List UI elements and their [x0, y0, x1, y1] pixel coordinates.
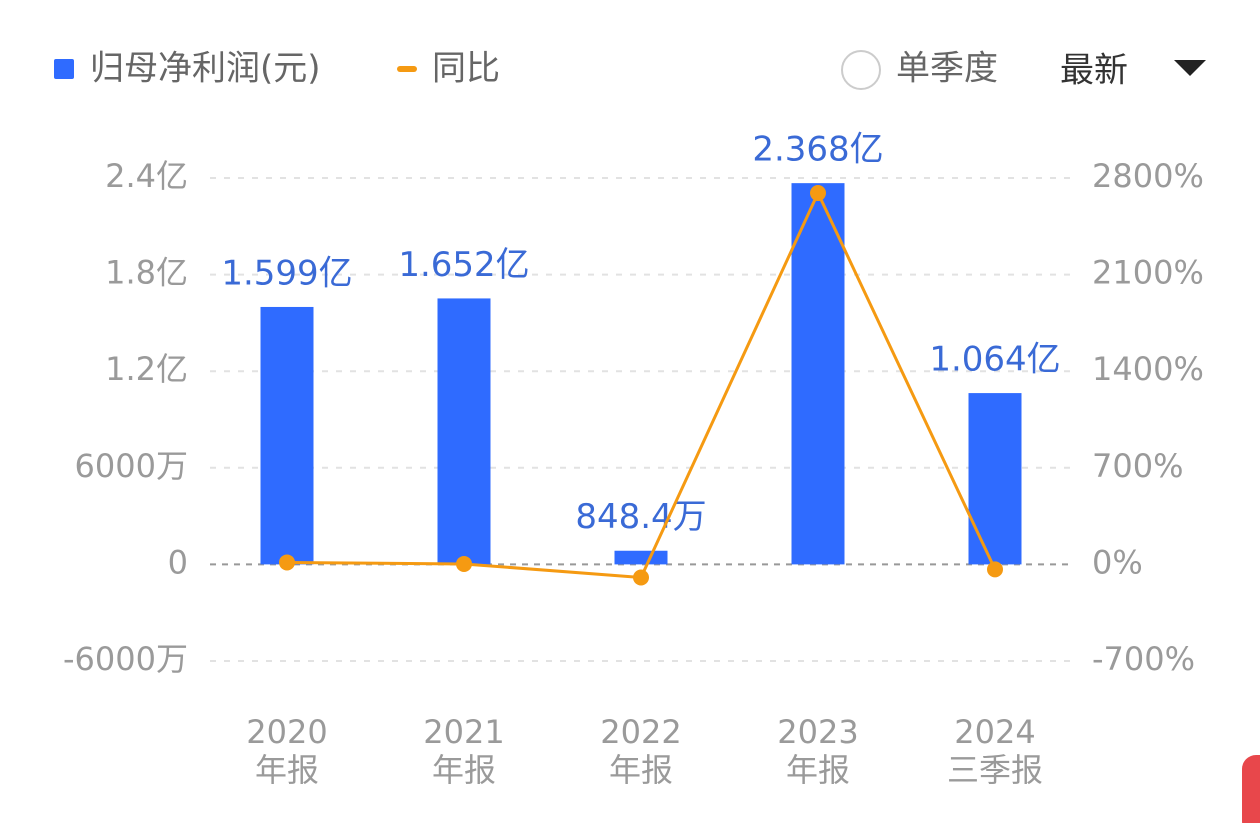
y2-tick-label: 2800%	[1092, 157, 1204, 195]
y2-tick-label: -700%	[1092, 640, 1195, 678]
y-tick-label: 0	[168, 543, 188, 581]
dropdown-label[interactable]: 最新	[1060, 51, 1128, 91]
legend-label: 归母净利润(元)	[90, 49, 321, 89]
line-point	[456, 555, 472, 572]
line-point	[279, 554, 295, 571]
dropdown-arrow[interactable]	[1174, 60, 1206, 76]
radio-label[interactable]: 单季度	[896, 49, 998, 89]
x-tick-label: 2023	[777, 713, 858, 751]
x-tick-label: 年报	[255, 751, 319, 789]
value-label: 1.652亿	[398, 245, 529, 285]
line-point	[987, 561, 1003, 578]
x-tick-label: 年报	[432, 751, 496, 789]
x-tick-label: 2022	[600, 713, 681, 751]
bar	[614, 550, 668, 565]
line-point	[810, 185, 826, 202]
x-tick-label: 年报	[786, 751, 850, 789]
y2-tick-label: 0%	[1092, 543, 1143, 581]
legend-label: 同比	[432, 49, 500, 89]
y2-tick-label: 1400%	[1092, 350, 1204, 388]
y2-tick-label: 700%	[1092, 447, 1183, 485]
y-tick-label: 1.2亿	[105, 350, 188, 388]
y-tick-label: 1.8亿	[105, 254, 188, 292]
bar	[968, 393, 1022, 565]
value-label: 848.4万	[575, 497, 706, 537]
x-tick-label: 2021	[423, 713, 504, 751]
y-tick-label: 6000万	[75, 447, 188, 485]
value-label: 2.368亿	[752, 130, 883, 170]
bar	[260, 306, 314, 565]
value-label: 1.599亿	[221, 253, 352, 293]
radio-button[interactable]	[841, 50, 881, 90]
y-tick-label: -6000万	[63, 640, 188, 678]
y-tick-label: 2.4亿	[105, 157, 188, 195]
y2-tick-label: 2100%	[1092, 254, 1204, 292]
x-tick-label: 年报	[609, 751, 673, 789]
floating-button[interactable]	[1242, 755, 1260, 823]
x-tick-label: 2020	[246, 713, 327, 751]
line-point	[633, 569, 649, 586]
bar	[437, 298, 491, 565]
legend-swatch	[54, 59, 74, 79]
bar	[791, 183, 845, 565]
x-tick-label: 2024	[954, 713, 1035, 751]
value-label: 1.064亿	[929, 340, 1060, 380]
legend-swatch	[397, 66, 417, 72]
x-tick-label: 三季报	[947, 751, 1043, 789]
